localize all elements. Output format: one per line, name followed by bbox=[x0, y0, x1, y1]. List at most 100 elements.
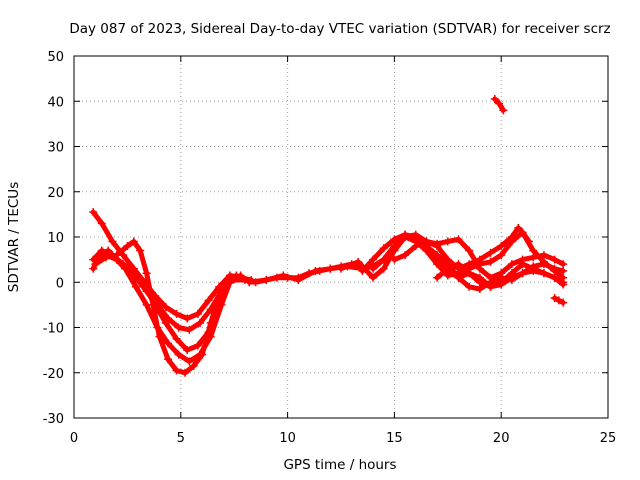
data-point-marker bbox=[196, 318, 205, 327]
data-point-marker bbox=[390, 242, 399, 251]
data-point-marker bbox=[123, 242, 132, 251]
data-point-marker bbox=[539, 269, 548, 278]
data-point-marker bbox=[155, 332, 164, 341]
data-point-marker bbox=[337, 264, 345, 273]
data-point-marker bbox=[185, 357, 194, 366]
data-point-marker bbox=[518, 260, 527, 269]
axis-ticks bbox=[73, 55, 609, 419]
data-point-marker bbox=[369, 264, 378, 273]
data-point-marker bbox=[497, 269, 506, 278]
data-point-marker bbox=[161, 303, 170, 312]
data-point-marker bbox=[443, 264, 452, 273]
data-point-marker bbox=[475, 278, 484, 287]
data-point-marker bbox=[529, 246, 538, 255]
data-point-marker bbox=[193, 309, 202, 318]
data-point-marker bbox=[204, 296, 213, 305]
data-point-marker bbox=[97, 246, 106, 255]
x-tick-label: 10 bbox=[279, 431, 296, 446]
data-point-marker bbox=[514, 223, 523, 232]
data-point-marker bbox=[174, 350, 183, 359]
data-point-marker bbox=[172, 309, 181, 318]
data-point-marker bbox=[198, 350, 207, 359]
data-point-marker bbox=[443, 237, 452, 246]
data-point-marker bbox=[354, 257, 363, 266]
data-point-marker bbox=[163, 355, 172, 364]
data-point-marker bbox=[411, 242, 420, 251]
data-point-marker bbox=[539, 251, 548, 260]
data-point-marker bbox=[390, 235, 399, 244]
data-point-marker bbox=[550, 266, 559, 275]
data-point-marker bbox=[465, 246, 474, 255]
data-series bbox=[89, 94, 568, 377]
y-tick-label: -10 bbox=[43, 322, 64, 337]
data-point-marker bbox=[91, 260, 100, 269]
data-point-marker bbox=[390, 255, 399, 264]
series-track-5 bbox=[92, 239, 239, 376]
y-tick-label: 50 bbox=[47, 50, 64, 65]
data-point-marker bbox=[490, 94, 499, 103]
data-point-marker bbox=[206, 318, 215, 327]
data-point-marker bbox=[559, 298, 568, 307]
y-tick-label: 30 bbox=[47, 141, 64, 156]
x-tick-label: 0 bbox=[70, 431, 78, 446]
data-point-marker bbox=[486, 282, 495, 291]
data-point-marker bbox=[550, 294, 559, 303]
chart-title: Day 087 of 2023, Sidereal Day-to-day VTE… bbox=[69, 21, 610, 37]
data-point-marker bbox=[172, 366, 181, 375]
data-point-marker bbox=[475, 255, 484, 264]
data-point-marker bbox=[136, 246, 145, 255]
data-point-marker bbox=[559, 280, 568, 289]
data-point-marker bbox=[486, 257, 495, 266]
y-tick-label: 10 bbox=[47, 231, 64, 246]
data-point-marker bbox=[379, 244, 388, 253]
data-point-marker bbox=[433, 242, 442, 251]
data-point-marker bbox=[189, 361, 198, 370]
data-point-marker bbox=[497, 251, 506, 260]
tick-labels: 0 5 10 15 20 25 -30 -20 -10 0 10 20 30 40 50 bbox=[43, 50, 617, 446]
data-point-marker bbox=[497, 280, 506, 289]
y-tick-label: 40 bbox=[47, 95, 64, 110]
data-point-marker bbox=[97, 219, 106, 228]
data-point-marker bbox=[486, 248, 495, 257]
data-point-marker bbox=[454, 260, 463, 269]
data-point-marker bbox=[529, 266, 538, 275]
data-point-marker bbox=[559, 260, 568, 269]
data-point-marker bbox=[369, 273, 378, 282]
data-point-marker bbox=[507, 260, 516, 269]
data-point-marker bbox=[518, 228, 527, 237]
y-tick-label: -20 bbox=[43, 367, 64, 382]
data-point-marker bbox=[554, 296, 563, 305]
data-point-marker bbox=[443, 271, 452, 280]
data-point-marker bbox=[121, 264, 130, 273]
data-point-marker bbox=[294, 275, 303, 284]
data-point-marker bbox=[172, 334, 181, 343]
data-point-marker bbox=[183, 314, 192, 323]
data-point-marker bbox=[112, 251, 121, 260]
data-point-marker bbox=[89, 208, 98, 217]
data-point-marker bbox=[559, 266, 568, 275]
data-point-marker bbox=[225, 275, 234, 284]
data-point-marker bbox=[486, 273, 495, 282]
data-point-marker bbox=[129, 237, 138, 246]
data-point-marker bbox=[326, 264, 335, 273]
data-point-marker bbox=[465, 260, 474, 269]
data-point-marker bbox=[174, 323, 183, 332]
y-tick-label: 20 bbox=[47, 186, 64, 201]
x-tick-label: 5 bbox=[177, 431, 185, 446]
data-point-marker bbox=[311, 266, 320, 275]
data-point-marker bbox=[507, 233, 516, 241]
data-point-marker bbox=[497, 242, 506, 251]
data-point-marker bbox=[193, 341, 202, 350]
data-point-marker bbox=[411, 233, 420, 241]
data-point-marker bbox=[475, 264, 484, 273]
data-point-marker bbox=[102, 253, 111, 262]
y-tick-label: 0 bbox=[56, 276, 64, 291]
data-point-marker bbox=[129, 269, 138, 278]
data-point-marker bbox=[108, 237, 117, 246]
data-point-marker bbox=[183, 346, 192, 355]
data-point-marker bbox=[539, 257, 548, 266]
data-point-marker bbox=[163, 339, 172, 348]
y-axis-title: SDTVAR / TECUs bbox=[6, 182, 22, 292]
x-tick-label: 15 bbox=[386, 431, 403, 446]
